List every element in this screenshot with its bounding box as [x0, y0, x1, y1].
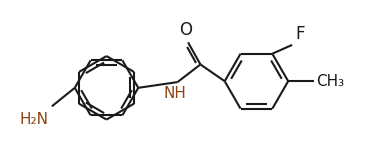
Text: F: F — [295, 25, 305, 43]
Text: NH: NH — [164, 86, 187, 101]
Text: H₂N: H₂N — [20, 112, 49, 127]
Text: CH₃: CH₃ — [316, 74, 344, 89]
Text: O: O — [179, 21, 192, 39]
